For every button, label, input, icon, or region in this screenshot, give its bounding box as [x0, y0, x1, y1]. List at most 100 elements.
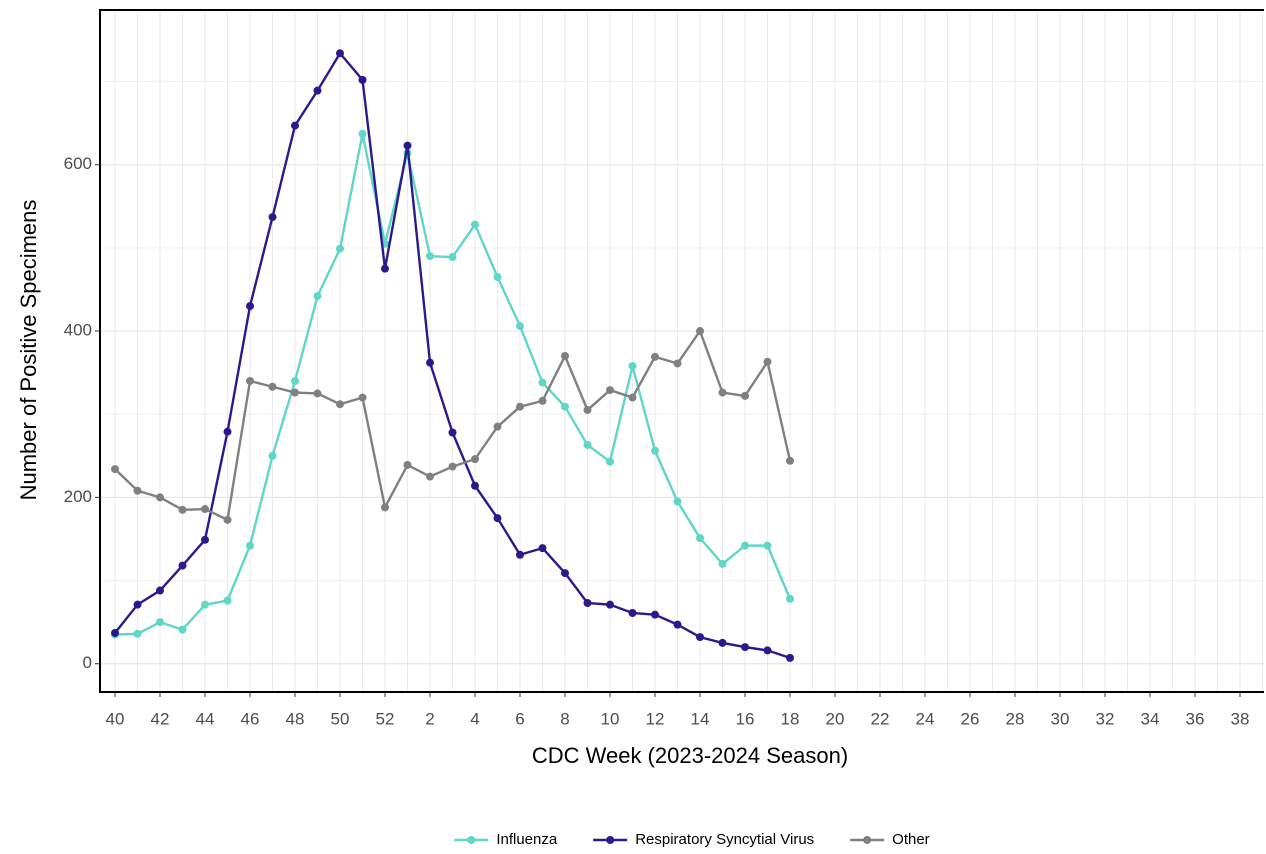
data-point	[133, 629, 142, 638]
data-point	[786, 594, 794, 603]
data-point	[561, 402, 569, 411]
data-point	[156, 493, 164, 502]
data-point	[156, 618, 164, 627]
data-point	[673, 359, 682, 368]
data-point	[561, 351, 569, 360]
x-tick-label: 34	[1141, 709, 1160, 728]
data-point	[583, 440, 592, 449]
data-point	[538, 544, 547, 553]
data-point	[178, 505, 187, 514]
legend-key-point	[863, 836, 872, 844]
data-point	[358, 129, 367, 138]
data-point	[223, 427, 232, 436]
data-point	[718, 388, 727, 397]
data-point	[133, 600, 142, 609]
data-point	[426, 358, 434, 367]
x-tick-label: 12	[646, 709, 665, 728]
x-tick-label: 26	[961, 709, 980, 728]
data-point	[291, 388, 299, 397]
plot-border	[99, 9, 1264, 693]
data-point	[178, 625, 187, 634]
data-point	[673, 620, 682, 629]
data-point	[628, 361, 637, 370]
data-point	[538, 396, 547, 405]
data-point	[606, 386, 614, 395]
data-point	[471, 220, 479, 229]
legend-label: Respiratory Syncytial Virus	[635, 831, 814, 848]
x-tick-label: 10	[601, 709, 620, 728]
data-point	[583, 599, 592, 608]
x-tick-label: 36	[1186, 709, 1205, 728]
data-point	[178, 561, 187, 570]
data-point	[336, 244, 344, 253]
x-tick-label: 18	[781, 709, 800, 728]
legend: Influenza Respiratory Syncytial Virus Othe…	[454, 831, 930, 848]
data-point	[651, 446, 659, 455]
data-point	[493, 272, 502, 281]
data-point	[763, 541, 772, 550]
data-point	[381, 264, 389, 273]
x-tick-label: 42	[151, 709, 170, 728]
data-point	[493, 514, 502, 523]
data-point	[696, 633, 704, 642]
data-point	[381, 503, 389, 512]
x-tick-label: 50	[331, 709, 350, 728]
data-point	[223, 596, 232, 605]
data-point	[111, 628, 119, 637]
data-point	[111, 465, 119, 474]
legend-label: Influenza	[496, 831, 558, 848]
y-tick-label: 0	[83, 653, 92, 672]
legend-key-point	[606, 836, 615, 844]
y-tick-label: 400	[64, 321, 92, 340]
data-point	[358, 75, 367, 84]
data-point	[313, 86, 322, 95]
data-point	[651, 352, 659, 361]
data-point	[426, 252, 434, 261]
data-point	[538, 378, 547, 387]
data-point	[471, 481, 479, 490]
data-point	[313, 292, 322, 301]
data-point	[786, 653, 794, 662]
data-point	[493, 422, 502, 431]
x-tick-label: 38	[1231, 709, 1250, 728]
data-point	[358, 393, 367, 402]
data-point	[448, 428, 457, 437]
x-tick-label: 4	[470, 709, 479, 728]
data-point	[561, 569, 569, 578]
x-tick-label: 8	[560, 709, 569, 728]
x-tick-label: 30	[1051, 709, 1070, 728]
data-point	[516, 402, 524, 411]
data-point	[628, 608, 637, 617]
x-axis-title: CDC Week (2023-2024 Season)	[532, 743, 848, 768]
data-point	[291, 376, 299, 385]
x-tick-label: 6	[515, 709, 524, 728]
data-point	[786, 456, 794, 465]
data-point	[718, 638, 727, 647]
x-tick-label: 40	[106, 709, 125, 728]
data-point	[516, 322, 524, 331]
data-point	[516, 550, 524, 559]
y-tick-label: 200	[64, 487, 92, 506]
legend-label: Other	[892, 831, 930, 848]
legend-key-point	[467, 836, 476, 844]
x-tick-label: 52	[376, 709, 395, 728]
data-point	[741, 541, 749, 550]
data-point	[448, 253, 457, 262]
data-point	[606, 600, 614, 609]
x-tick-label: 22	[871, 709, 890, 728]
data-point	[156, 586, 164, 595]
data-point	[336, 400, 344, 409]
data-point	[696, 327, 704, 336]
x-tick-label: 44	[196, 709, 215, 728]
data-point	[291, 121, 299, 130]
x-tick-label: 32	[1096, 709, 1115, 728]
data-point	[673, 497, 682, 506]
data-point	[268, 213, 277, 222]
x-tick-label: 14	[691, 709, 710, 728]
data-point	[696, 534, 704, 543]
data-point	[336, 49, 344, 58]
data-point	[246, 376, 254, 385]
data-point	[628, 393, 637, 402]
grid	[100, 10, 1264, 692]
